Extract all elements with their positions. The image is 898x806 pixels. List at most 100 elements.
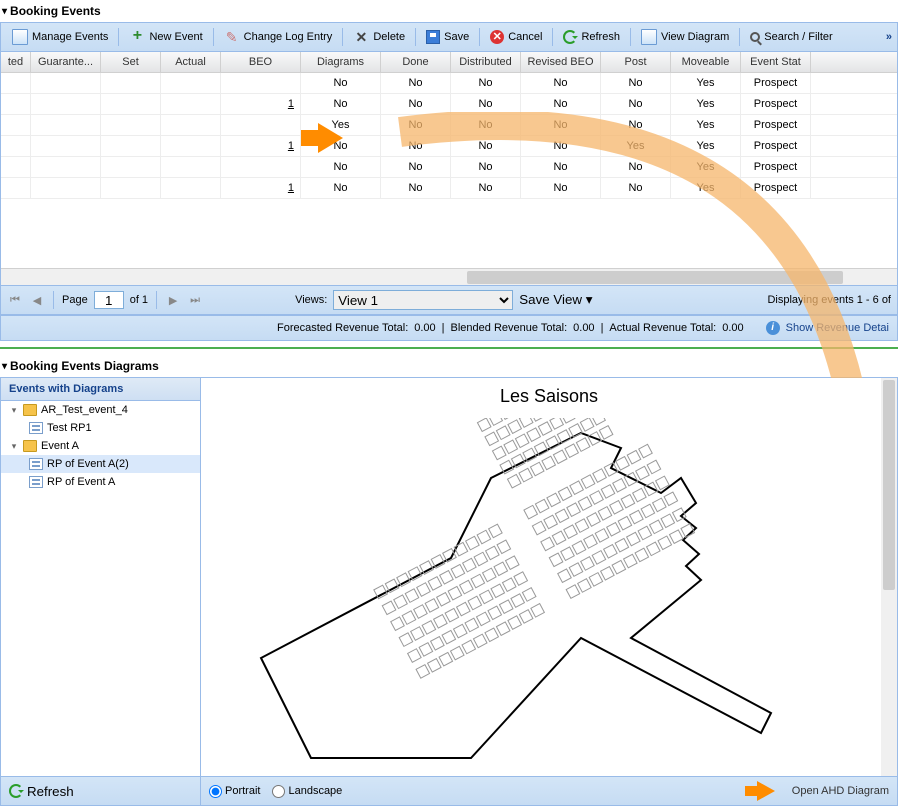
tree-toggle-icon[interactable]: ▾ [9, 405, 19, 416]
tree-body: ▾ AR_Test_event_4 Test RP1▾Event A RP of Ev… [1, 401, 200, 776]
cell [101, 94, 161, 114]
cell [101, 178, 161, 198]
cell: Yes [301, 115, 381, 135]
table-row[interactable]: YesNoNoNoNoYesProspect [1, 115, 897, 136]
section-title: Booking Events Diagrams [10, 359, 159, 373]
first-page-button[interactable]: ⏮ [7, 292, 23, 308]
tree-toggle-icon[interactable]: ▾ [9, 441, 19, 452]
cell: No [601, 94, 671, 114]
cell: No [451, 94, 521, 114]
cancel-button[interactable]: ✕Cancel [484, 27, 548, 47]
diagram-refresh-button[interactable]: Refresh [27, 784, 74, 799]
section-divider [0, 347, 898, 349]
last-page-button[interactable]: ⏭ [187, 292, 203, 308]
manage-icon [12, 29, 28, 45]
cell [161, 157, 221, 177]
cell [1, 136, 31, 156]
column-header[interactable]: Actual [161, 52, 221, 72]
column-header[interactable]: ted [1, 52, 31, 72]
tree-item-label: AR_Test_event_4 [41, 404, 128, 416]
cell: No [601, 178, 671, 198]
cell: No [301, 94, 381, 114]
search-filter-button[interactable]: Search / Filter [744, 28, 838, 46]
manage-events-button[interactable]: Manage Events [6, 26, 114, 48]
show-revenue-detail-link[interactable]: Show Revenue Detai [786, 322, 889, 334]
open-ahd-diagram-link[interactable]: Open AHD Diagram [792, 785, 889, 797]
view-select[interactable]: View 1 [333, 290, 513, 310]
diagram-container: Events with Diagrams ▾AR_Test_event_4Tes… [0, 377, 898, 777]
cell: Prospect [741, 73, 811, 93]
separator [479, 28, 480, 46]
column-header[interactable]: Revised BEO [521, 52, 601, 72]
column-header[interactable]: Guarante... [31, 52, 101, 72]
events-grid: tedGuarante...SetActualBEODiagramsDoneDi… [0, 52, 898, 286]
column-header[interactable]: BEO [221, 52, 301, 72]
new-event-button[interactable]: +New Event [123, 26, 208, 48]
vscroll-thumb[interactable] [883, 380, 895, 590]
column-header[interactable]: Distributed [451, 52, 521, 72]
plus-icon: + [129, 29, 145, 45]
landscape-radio[interactable]: Landscape [272, 785, 342, 798]
tree-folder[interactable]: ▾ AR_Test_event_4 [1, 401, 200, 419]
column-header[interactable]: Done [381, 52, 451, 72]
table-row[interactable]: NoNoNoNoNoYesProspect [1, 73, 897, 94]
cell [1, 73, 31, 93]
cell: No [381, 178, 451, 198]
cell [1, 157, 31, 177]
cell: No [451, 136, 521, 156]
page-input[interactable] [94, 291, 124, 309]
separator [415, 28, 416, 46]
tree-folder[interactable]: ▾Event A [1, 437, 200, 455]
separator [118, 28, 119, 46]
refresh-icon [563, 30, 577, 44]
table-row[interactable]: NoNoNoNoNoYesProspect [1, 157, 897, 178]
column-header[interactable]: Post [601, 52, 671, 72]
diagram-vscrollbar[interactable] [881, 378, 897, 776]
actual-value: 0.00 [722, 322, 743, 334]
prev-page-button[interactable]: ◀ [29, 292, 45, 308]
cell [221, 115, 301, 135]
tree-item-label: RP of Event A(2) [47, 458, 129, 470]
change-log-button[interactable]: ✎Change Log Entry [218, 26, 339, 48]
tree-item-label: RP of Event A [47, 476, 115, 488]
table-row[interactable]: 1NoNoNoNoNoYesProspect [1, 94, 897, 115]
save-button[interactable]: Save [420, 27, 475, 47]
hscroll-thumb[interactable] [467, 271, 843, 284]
next-page-button[interactable]: ▶ [165, 292, 181, 308]
tree-diagram-item[interactable]: RP of Event A [1, 473, 200, 491]
page-of: of 1 [130, 294, 148, 306]
cell: Prospect [741, 115, 811, 135]
table-row[interactable]: 1NoNoNoNoNoYesProspect [1, 178, 897, 199]
separator [630, 28, 631, 46]
seating-rows [320, 418, 695, 678]
expand-toolbar-button[interactable]: » [886, 31, 892, 43]
floorplan-svg [251, 418, 851, 776]
portrait-radio[interactable]: Portrait [209, 785, 260, 798]
column-header[interactable]: Moveable [671, 52, 741, 72]
delete-button[interactable]: ✕Delete [347, 26, 411, 48]
grid-body: NoNoNoNoNoYesProspect1NoNoNoNoNoYesProsp… [1, 73, 897, 268]
diagram-bottom-bar: Refresh Portrait Landscape Open AHD Diag… [0, 777, 898, 806]
refresh-button[interactable]: Refresh [557, 27, 626, 47]
views-label: Views: [295, 294, 327, 306]
save-view-button[interactable]: Save View ▾ [519, 292, 592, 308]
cell [1, 94, 31, 114]
column-header[interactable]: Set [101, 52, 161, 72]
table-row[interactable]: 1NoNoNoNoYesYesProspect [1, 136, 897, 157]
horizontal-scrollbar[interactable] [1, 268, 897, 285]
cell: No [601, 157, 671, 177]
blended-label: Blended Revenue Total: [451, 322, 568, 334]
column-header[interactable]: Event Stat [741, 52, 811, 72]
diagram-icon [641, 29, 657, 45]
separator [53, 291, 54, 309]
booking-diagrams-header[interactable]: Booking Events Diagrams [0, 355, 898, 377]
tree-diagram-item[interactable]: Test RP1 [1, 419, 200, 437]
column-header[interactable]: Diagrams [301, 52, 381, 72]
view-diagram-button[interactable]: View Diagram [635, 26, 735, 48]
booking-events-header[interactable]: Booking Events [0, 0, 898, 22]
cell: Prospect [741, 157, 811, 177]
cell: No [381, 157, 451, 177]
cell [221, 157, 301, 177]
cell [161, 178, 221, 198]
tree-diagram-item[interactable]: RP of Event A(2) [1, 455, 200, 473]
